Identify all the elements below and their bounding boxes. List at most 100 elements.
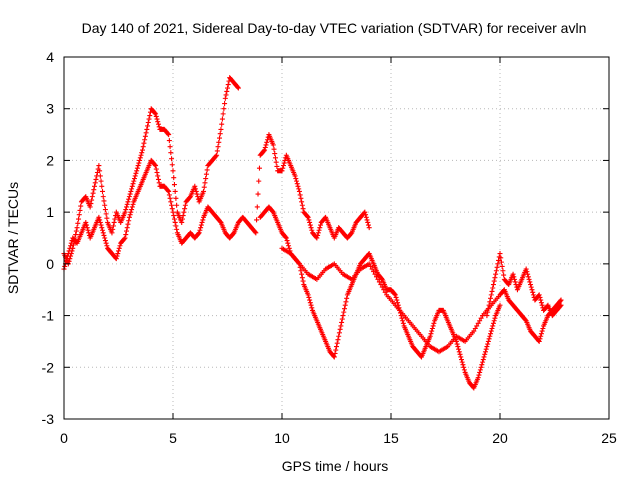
data-point xyxy=(155,119,161,125)
data-point xyxy=(510,271,516,277)
data-point xyxy=(253,230,259,236)
data-point xyxy=(98,178,104,184)
data-point xyxy=(68,243,74,249)
data-point xyxy=(558,297,564,303)
data-point xyxy=(153,163,159,169)
data-point xyxy=(171,213,177,219)
data-point xyxy=(300,206,306,212)
data-point xyxy=(101,198,107,204)
data-point xyxy=(102,207,108,213)
data-point xyxy=(193,186,199,192)
data-point xyxy=(523,266,529,272)
data-point xyxy=(85,227,91,233)
data-point xyxy=(203,171,209,177)
data-point xyxy=(125,199,131,205)
data-point xyxy=(382,289,388,295)
data-point xyxy=(485,309,491,315)
data-point xyxy=(144,126,150,132)
data-point xyxy=(126,196,132,202)
data-point xyxy=(331,353,337,359)
data-point xyxy=(300,278,306,284)
data-point xyxy=(332,350,338,356)
data-point xyxy=(84,222,90,228)
data-point xyxy=(123,204,129,210)
data-point xyxy=(497,251,503,257)
data-point xyxy=(64,256,70,262)
data-point xyxy=(461,367,467,373)
data-point xyxy=(315,230,321,236)
data-point xyxy=(366,225,372,231)
data-point xyxy=(123,228,129,234)
y-tick-label: -3 xyxy=(42,411,55,427)
data-point xyxy=(293,176,299,182)
data-point xyxy=(200,217,206,223)
data-point xyxy=(399,315,405,321)
data-point xyxy=(456,349,462,355)
series-3 xyxy=(257,204,503,391)
data-point xyxy=(171,182,177,188)
data-point xyxy=(458,354,464,360)
data-point xyxy=(557,303,563,309)
data-point xyxy=(104,215,110,221)
x-tick-label: 15 xyxy=(383,430,399,446)
data-point xyxy=(537,336,543,342)
data-point xyxy=(173,195,179,201)
data-point xyxy=(461,364,467,370)
data-point xyxy=(307,222,313,228)
data-point xyxy=(263,142,269,148)
data-point xyxy=(557,298,563,304)
data-point xyxy=(297,192,303,198)
data-point xyxy=(375,276,381,282)
data-point xyxy=(379,276,385,282)
data-point xyxy=(524,269,530,275)
data-point xyxy=(273,159,279,165)
data-point xyxy=(336,330,342,336)
data-point xyxy=(316,227,322,233)
data-point xyxy=(195,231,201,237)
data-point xyxy=(165,188,171,194)
data-point xyxy=(166,132,172,138)
data-point xyxy=(122,209,128,215)
data-point xyxy=(538,331,544,337)
data-point xyxy=(378,282,384,288)
data-point xyxy=(512,279,518,285)
data-point xyxy=(181,209,187,215)
data-point xyxy=(126,214,132,220)
data-point xyxy=(429,326,435,331)
data-point xyxy=(394,297,400,303)
data-point xyxy=(309,305,315,311)
data-point xyxy=(142,133,148,139)
data-point xyxy=(92,183,98,189)
data-point xyxy=(173,223,179,229)
data-point xyxy=(340,313,346,319)
data-point xyxy=(99,225,105,231)
data-point xyxy=(97,219,103,225)
data-point xyxy=(539,328,545,334)
data-point xyxy=(121,236,127,242)
data-point xyxy=(488,295,494,301)
y-axis-label: SDTVAR / TECUs xyxy=(5,182,21,294)
data-point xyxy=(334,340,340,346)
data-point xyxy=(498,259,504,265)
data-point xyxy=(255,191,261,197)
data-point xyxy=(522,317,528,323)
data-point xyxy=(116,248,121,254)
data-point xyxy=(129,204,135,210)
data-point xyxy=(400,318,406,324)
data-point xyxy=(283,234,289,240)
data-point xyxy=(97,173,103,179)
data-point xyxy=(484,344,490,350)
data-point xyxy=(219,116,225,122)
data-point xyxy=(500,268,506,274)
data-point xyxy=(495,261,501,267)
data-point xyxy=(376,279,382,285)
data-point xyxy=(271,146,277,152)
data-point xyxy=(493,271,499,277)
data-point xyxy=(152,162,158,168)
data-point xyxy=(235,85,241,91)
data-point xyxy=(487,299,493,305)
data-point xyxy=(529,287,535,293)
data-point xyxy=(285,240,291,246)
data-point xyxy=(483,346,489,352)
data-point xyxy=(172,188,178,194)
